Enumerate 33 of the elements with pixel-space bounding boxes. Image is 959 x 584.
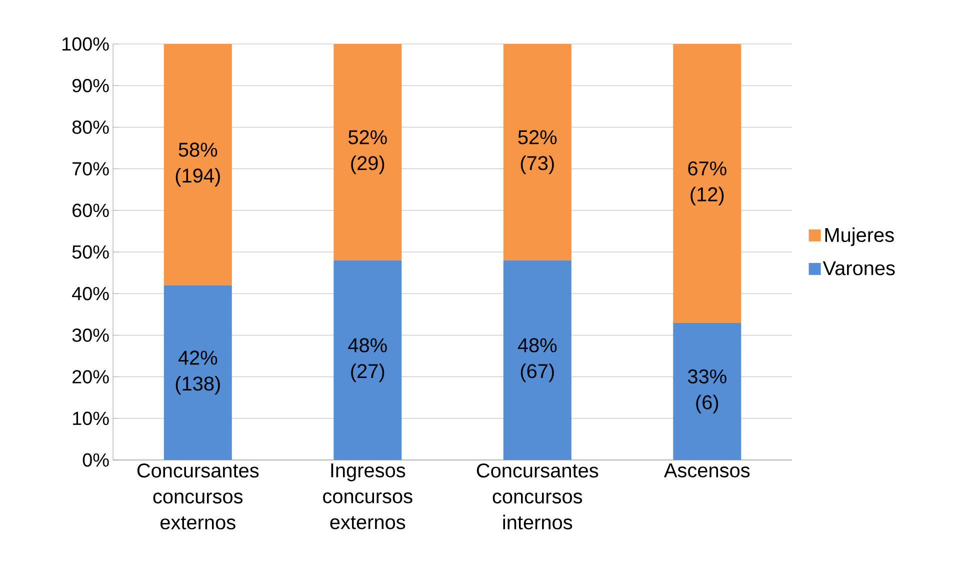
y-tick-label: 10% — [73, 412, 109, 426]
data-label: 33% (6) — [688, 369, 726, 414]
bar — [503, 260, 572, 460]
legend-label: Varones — [822, 261, 895, 276]
data-label: 67% (12) — [688, 161, 726, 206]
bar — [334, 44, 402, 260]
x-tick-label: Concursantes concursos internos — [476, 464, 598, 530]
data-label: 58% (194) — [176, 142, 220, 187]
x-tick-label: Ingresos concursos externos — [323, 464, 412, 530]
data-label: 48% (67) — [518, 338, 557, 382]
data-label: 48% (27) — [348, 338, 387, 382]
y-tick-label: 50% — [72, 245, 109, 259]
bar — [164, 285, 232, 460]
x-tick-label: Ascensos — [664, 464, 750, 478]
y-tick-label: 60% — [72, 204, 109, 218]
y-tick-label: 100% — [62, 37, 109, 51]
bar — [503, 44, 572, 260]
y-tick-label: 30% — [72, 328, 109, 342]
y-tick-label: 90% — [72, 78, 109, 92]
y-tick-label: 80% — [72, 120, 109, 134]
data-label: 52% (73) — [518, 130, 557, 174]
y-tick-label: 20% — [72, 370, 109, 384]
data-label: 42% (138) — [176, 350, 220, 395]
data-label: 52% (29) — [348, 130, 387, 174]
bar — [164, 44, 232, 286]
y-tick-label: 0% — [82, 453, 109, 467]
y-tick-label: 40% — [72, 286, 109, 300]
bar — [673, 322, 742, 460]
legend-label: Mujeres — [825, 227, 894, 246]
y-tick-label: 70% — [72, 162, 109, 176]
x-tick-label: Concursantes concursos externos — [137, 464, 259, 530]
bar — [334, 260, 402, 460]
bar — [673, 44, 742, 323]
